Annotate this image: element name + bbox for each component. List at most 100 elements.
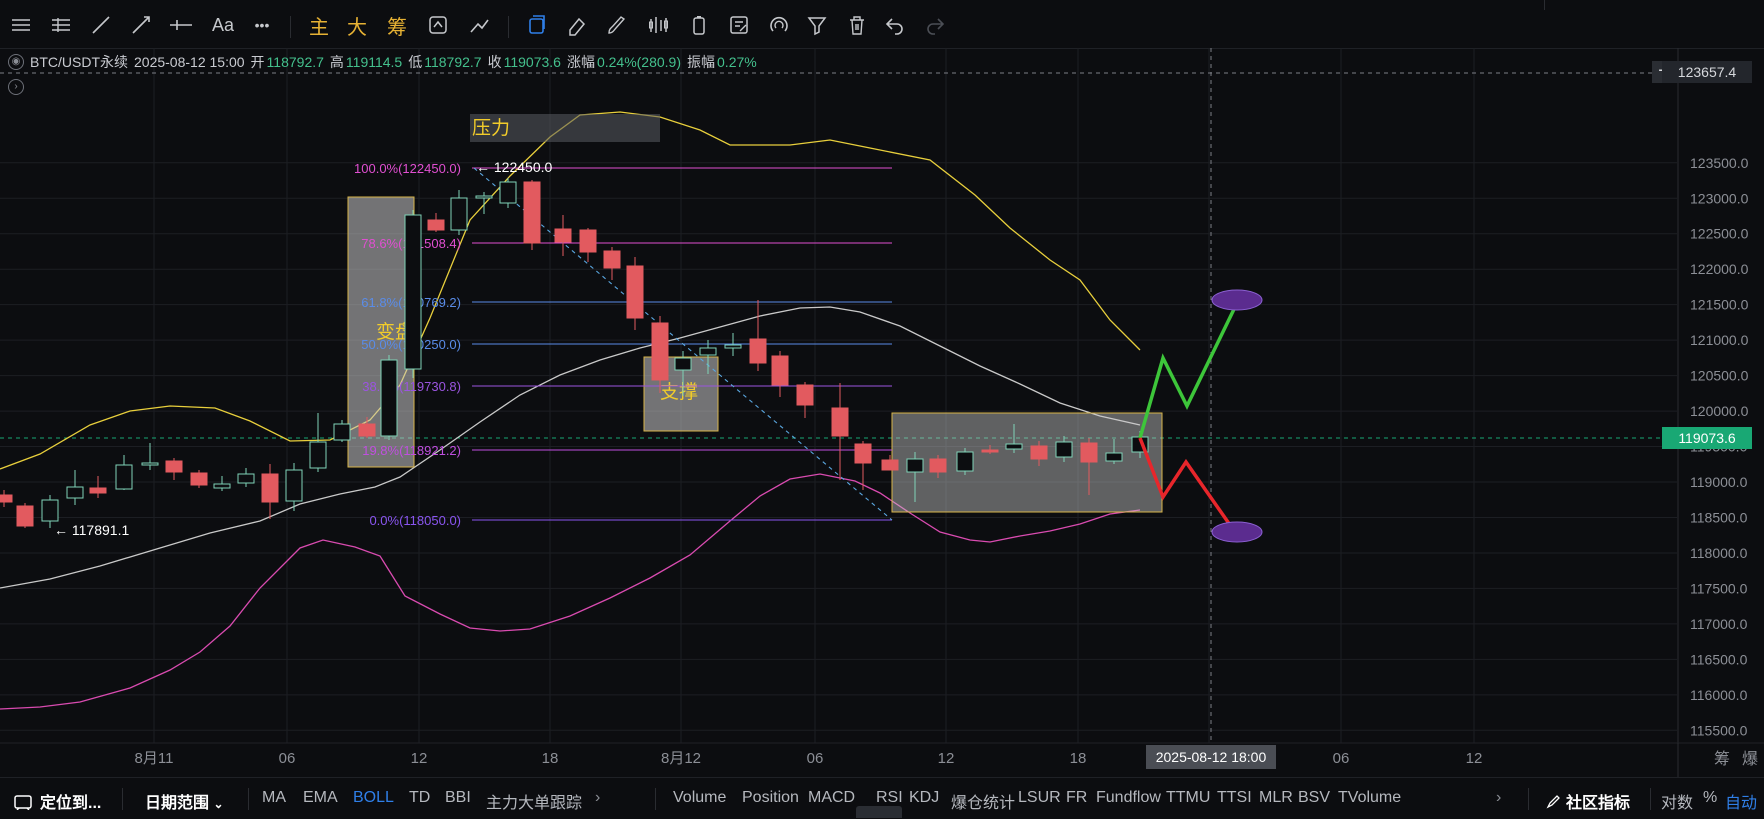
brush-icon[interactable] [604, 13, 630, 37]
locate-label: 定位到... [40, 795, 102, 812]
menu-icon[interactable] [8, 13, 34, 37]
candle-body [213, 483, 231, 489]
indicator-item[interactable]: 主力大单跟踪 [486, 795, 583, 812]
community-indicators-button[interactable]: 社区指标 [1546, 789, 1630, 813]
price-tick-label: 115500.0 [1690, 722, 1748, 738]
pattern-icon[interactable] [646, 13, 674, 37]
indicator-rsi[interactable]: RSI [876, 789, 903, 806]
battery-icon[interactable] [686, 13, 712, 37]
ray-tool-icon[interactable] [128, 13, 154, 37]
filter-icon[interactable] [804, 13, 830, 37]
trash-icon[interactable] [844, 13, 870, 37]
date-range-dropdown[interactable]: 日期范围 ⌄ [145, 789, 224, 813]
big-order-toggle[interactable]: 大 [347, 16, 367, 39]
eraser-icon[interactable] [564, 13, 590, 37]
divider [655, 788, 656, 810]
bullish-projection-line [1138, 302, 1239, 439]
list-icon[interactable] [48, 13, 74, 37]
divider [508, 16, 509, 38]
percent-scale-toggle[interactable]: % [1703, 789, 1718, 806]
indicator-ttmu[interactable]: TTMU [1166, 789, 1211, 806]
indicator-ema[interactable]: EMA [303, 789, 338, 806]
sync-icon[interactable] [425, 13, 451, 37]
candle-body [285, 469, 303, 502]
candle-body [749, 338, 767, 364]
fib-level-label: 38.2%(119730.8) [362, 379, 461, 394]
date-range-label: 日期范围 [145, 795, 210, 812]
indicator-kdj[interactable]: KDJ [909, 789, 940, 806]
price-axis: 123500.0 123000.0 122500.0 122000.0 121500.0… [1677, 48, 1749, 777]
indicator-mlr[interactable]: MLR [1259, 789, 1293, 806]
more-tools-button[interactable]: ••• [254, 17, 270, 33]
divider [1528, 788, 1529, 810]
auto-scale-toggle[interactable]: 自动 [1725, 795, 1758, 812]
indicator-fr[interactable]: FR [1066, 789, 1088, 806]
change-value: 0.24%(280.9) [596, 54, 682, 70]
locate-button[interactable]: 定位到... [14, 789, 101, 813]
eye-icon[interactable]: ◉ [8, 54, 24, 70]
top-price-tag: 123657.4 [1662, 61, 1752, 83]
chips-toggle[interactable]: 筹 [387, 16, 407, 39]
indicator-bbi[interactable]: BBI [445, 789, 471, 806]
indicator-lsur[interactable]: LSUR [1018, 789, 1061, 806]
time-tick-label: 18 [1070, 750, 1087, 767]
price-tick-label: 118000.0 [1690, 545, 1748, 561]
indicator-ttsi[interactable]: TTSI [1217, 789, 1252, 806]
change-label: 涨幅 [566, 54, 595, 70]
candle-body [16, 505, 34, 527]
indicator-td[interactable]: TD [409, 789, 431, 806]
boll-lower-line [0, 473, 1141, 710]
candle-body [0, 494, 13, 503]
undo-icon[interactable] [882, 13, 908, 37]
collapse-icon[interactable]: › [8, 76, 30, 95]
note-icon[interactable] [726, 13, 752, 37]
horizontal-line-icon[interactable] [168, 13, 194, 37]
low-label: 低 [408, 54, 423, 70]
candle-body [1055, 441, 1073, 458]
indicator-position[interactable]: Position [742, 789, 799, 806]
price-tick-label: 116500.0 [1690, 651, 1748, 667]
text-tool-button[interactable]: Aa [211, 14, 235, 35]
price-tick-label: 117500.0 [1690, 580, 1748, 596]
high-price-marker: ← 122450.0 [476, 159, 552, 175]
redo-icon[interactable] [922, 13, 948, 37]
time-axis: 8月110612188月120612188月1306122025-08-12 1… [0, 742, 1764, 777]
target-low-marker [1211, 521, 1263, 543]
panel-drag-handle[interactable] [856, 806, 902, 818]
bearish-projection-line [1138, 437, 1239, 537]
chevron-right-icon[interactable]: › [1496, 789, 1502, 806]
candle-body [796, 384, 814, 406]
time-tick-label: 12 [411, 750, 428, 767]
trend-icon[interactable] [466, 13, 492, 37]
line-tool-icon[interactable] [88, 13, 114, 37]
grid [0, 48, 1678, 743]
time-tick-label: 06 [807, 750, 824, 767]
chevron-right-icon[interactable]: › [595, 789, 601, 806]
indicator-macd[interactable]: MACD [808, 789, 856, 806]
magnet-icon[interactable] [766, 13, 792, 37]
indicator-fundflow[interactable]: Fundflow [1096, 789, 1161, 806]
price-tick-label: 123500.0 [1690, 155, 1749, 171]
log-scale-toggle[interactable]: 对数 [1661, 795, 1694, 812]
candle-body [358, 423, 376, 437]
indicator-tvolume[interactable]: TVolume [1338, 789, 1402, 806]
template-icon[interactable] [524, 13, 550, 37]
price-tick-label: 117000.0 [1690, 616, 1748, 632]
indicator-ma[interactable]: MA [262, 789, 286, 806]
low-price-marker: ← 117891.1 [54, 522, 129, 538]
symbol-label[interactable]: BTC/USDT永续 [30, 54, 128, 70]
low-marker-value: 117891.1 [72, 522, 130, 538]
indicator-bsv[interactable]: BSV [1298, 789, 1331, 806]
indicator-boll[interactable]: BOLL [353, 789, 394, 806]
amplitude-label: 振幅 [687, 54, 716, 70]
candle-body [523, 181, 541, 244]
indicator-item[interactable]: 爆仓统计 [951, 795, 1016, 812]
fib-level-label: 100.0%(122450.0) [354, 161, 461, 176]
bollinger-bands [0, 111, 1141, 710]
candle-body [831, 407, 849, 437]
drawing-toolbar: Aa ••• 主 大 筹 [0, 0, 1764, 49]
indicator-volume[interactable]: Volume [673, 789, 727, 806]
main-chart-toggle[interactable]: 主 [309, 16, 329, 39]
candle-body [854, 443, 872, 464]
